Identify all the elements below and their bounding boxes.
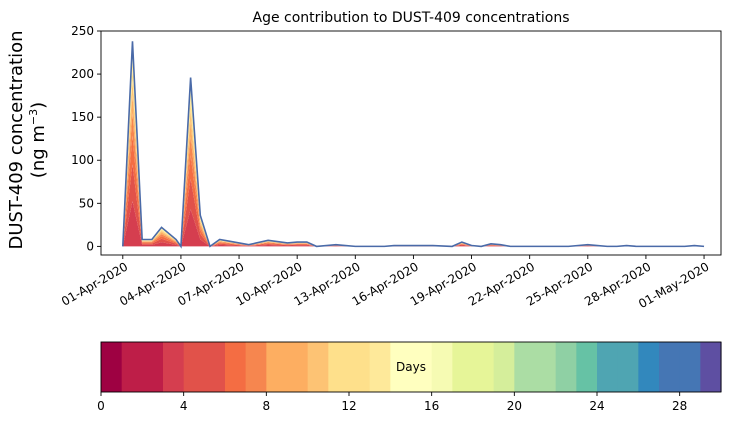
colorbar-cells bbox=[101, 342, 722, 392]
colorbar-cell bbox=[473, 342, 495, 392]
colorbar-axis: 0 4 8 12 16 20 24 28 bbox=[97, 392, 687, 413]
colorbar-cell bbox=[431, 342, 453, 392]
y-axis-label-close: ) bbox=[28, 102, 49, 109]
y-tick-label: 200 bbox=[71, 67, 94, 81]
y-tick-label: 150 bbox=[71, 110, 94, 124]
colorbar-cell bbox=[369, 342, 391, 392]
colorbar-tick-label: 0 bbox=[97, 399, 105, 413]
y-axis: 0 50 100 150 200 250 bbox=[71, 24, 101, 253]
age-layer-9 bbox=[122, 45, 705, 247]
colorbar-tick-label: 20 bbox=[507, 399, 522, 413]
chart-title: Age contribution to DUST-409 concentrati… bbox=[253, 10, 570, 26]
age-layer-2 bbox=[122, 135, 705, 247]
colorbar-cell bbox=[514, 342, 536, 392]
colorbar-cell bbox=[493, 342, 515, 392]
y-tick-label: 250 bbox=[71, 24, 94, 38]
y-axis-label-superscript: −3 bbox=[27, 109, 40, 125]
colorbar-tick-label: 8 bbox=[263, 399, 271, 413]
colorbar-cell bbox=[659, 342, 681, 392]
colorbar-tick-label: 16 bbox=[424, 399, 439, 413]
colorbar-tick-label: 28 bbox=[672, 399, 687, 413]
y-axis-label-unit: (ng m bbox=[28, 125, 49, 178]
colorbar: Days 0 4 8 12 16 20 24 28 bbox=[97, 341, 722, 413]
y-tick-label: 50 bbox=[79, 196, 94, 210]
colorbar-cell bbox=[700, 342, 722, 392]
colorbar-cell bbox=[555, 342, 577, 392]
age-contribution-areas bbox=[122, 41, 705, 247]
colorbar-cell bbox=[225, 342, 247, 392]
colorbar-cell bbox=[266, 342, 288, 392]
colorbar-cell bbox=[245, 342, 267, 392]
age-layer-7 bbox=[122, 57, 705, 247]
colorbar-cell bbox=[576, 342, 598, 392]
age-layer-3 bbox=[122, 113, 705, 247]
colorbar-cell bbox=[390, 342, 412, 392]
colorbar-cell bbox=[679, 342, 701, 392]
colorbar-cell bbox=[204, 342, 226, 392]
colorbar-cell bbox=[101, 342, 123, 392]
age-layer-6 bbox=[122, 67, 705, 247]
colorbar-cell bbox=[183, 342, 205, 392]
colorbar-label: Days bbox=[396, 360, 426, 374]
colorbar-cell bbox=[121, 342, 143, 392]
y-tick-label: 0 bbox=[86, 239, 94, 253]
plot-frame bbox=[100, 30, 722, 256]
age-layer-4 bbox=[122, 94, 705, 247]
colorbar-cell bbox=[452, 342, 474, 392]
y-axis-label-line2: (ng m−3) bbox=[27, 102, 49, 178]
colorbar-tick-label: 4 bbox=[180, 399, 188, 413]
age-layer-8 bbox=[122, 49, 705, 247]
colorbar-tick-label: 12 bbox=[341, 399, 356, 413]
x-axis: 01-Apr-202004-Apr-202007-Apr-202010-Apr-… bbox=[59, 255, 712, 311]
plot-area: 0 50 100 150 200 250 01-Apr-202004-Apr-202007… bbox=[59, 24, 722, 311]
colorbar-cell bbox=[638, 342, 660, 392]
colorbar-cell bbox=[163, 342, 185, 392]
colorbar-cell bbox=[142, 342, 164, 392]
colorbar-cell bbox=[597, 342, 619, 392]
age-layer-0 bbox=[122, 201, 705, 247]
colorbar-cell bbox=[328, 342, 350, 392]
colorbar-tick-label: 24 bbox=[589, 399, 604, 413]
colorbar-cell bbox=[535, 342, 557, 392]
total-concentration-line bbox=[121, 41, 705, 249]
y-axis-label: DUST-409 concentration (ng m−3) bbox=[6, 30, 49, 249]
colorbar-cell bbox=[617, 342, 639, 392]
colorbar-cell bbox=[349, 342, 371, 392]
y-axis-label-line1: DUST-409 concentration bbox=[6, 30, 27, 249]
age-layer-5 bbox=[122, 80, 705, 247]
colorbar-cell bbox=[307, 342, 329, 392]
colorbar-cell bbox=[287, 342, 309, 392]
age-layer-10 bbox=[122, 41, 705, 247]
colorbar-cell bbox=[411, 342, 433, 392]
y-tick-label: 100 bbox=[71, 153, 94, 167]
age-layer-1 bbox=[122, 164, 705, 247]
colorbar-frame bbox=[100, 341, 722, 393]
